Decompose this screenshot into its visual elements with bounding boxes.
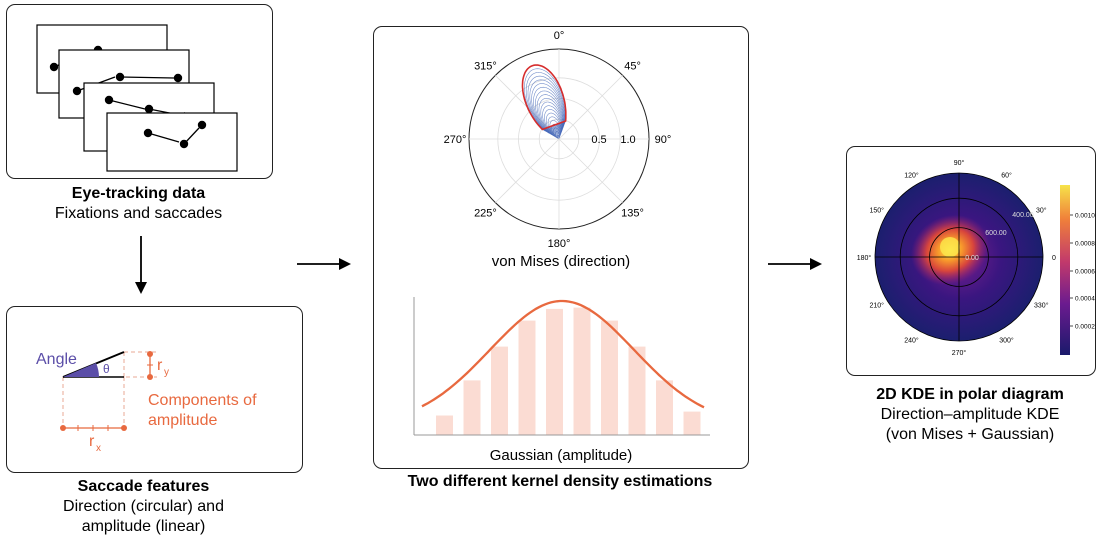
- gaussian-bar: [463, 380, 481, 435]
- kde2d-angle-label: 330°: [1034, 302, 1049, 310]
- scanpath-illustration: [36, 24, 238, 172]
- polar-angle-label: 0°: [554, 30, 565, 42]
- kde2d-radial-label: 600.00: [985, 230, 1007, 237]
- components-label-line1: Components of: [148, 392, 257, 409]
- colorbar-tick-label: 0.0006: [1075, 269, 1095, 276]
- rx-subscript: x: [96, 443, 101, 454]
- eye-tracking-subtitle: Fixations and saccades: [54, 205, 223, 222]
- ry-subscript: y: [164, 367, 169, 378]
- kde2d-angle-label: 150°: [869, 207, 884, 215]
- polar-angle-label: 135°: [621, 208, 644, 220]
- gaussian-bar: [546, 308, 563, 435]
- kde2d-angle-label: 180°: [857, 254, 872, 262]
- saccade-features-subtitle-2: amplitude (linear): [81, 518, 206, 535]
- gaussian-bar: [601, 320, 618, 435]
- eye-tracking-caption: Eye-tracking data Fixations and saccades: [6, 184, 271, 224]
- ry-label: r: [157, 357, 163, 374]
- angle-label: Angle: [36, 351, 77, 368]
- colorbar: [1060, 185, 1070, 355]
- von-mises-density-outline: [521, 64, 567, 131]
- eye-tracking-panel: [6, 4, 273, 179]
- kde2d-angle-label: 270°: [952, 349, 967, 357]
- colorbar-tick-label: 0.0002: [1075, 324, 1095, 331]
- saccade-features-subtitle-1: Direction (circular) and: [63, 498, 224, 515]
- gaussian-bar: [656, 380, 673, 435]
- kde-panel-title: Two different kernel density estimations: [407, 473, 713, 490]
- polar-angle-label: 180°: [548, 238, 571, 250]
- kde2d-caption: 2D KDE in polar diagram Direction–amplit…: [836, 385, 1100, 445]
- gaussian-bar: [628, 346, 646, 435]
- kde2d-angle-label: 60°: [1001, 172, 1012, 180]
- kde2d-angle-label: 120°: [904, 172, 919, 180]
- kde2d-angle-label: 210°: [869, 302, 884, 310]
- kde2d-angle-label: 90°: [954, 159, 965, 167]
- right-arrow-icon-1: [297, 258, 351, 270]
- polar-angle-label: 315°: [474, 60, 497, 72]
- gaussian-plot: [413, 297, 710, 436]
- saccade-features-title: Saccade features: [77, 478, 210, 495]
- colorbar-tick-label: 0.0010: [1075, 213, 1095, 220]
- gaussian-bar: [683, 411, 701, 435]
- theta-label: θ: [103, 362, 110, 376]
- von-mises-polar-plot: 0° 45° 90° 135° 180° 225° 270° 315° 0.5 1.0: [444, 30, 672, 250]
- kde2d-angle-label: 240°: [904, 336, 919, 344]
- kde2d-angle-label: 300°: [999, 336, 1014, 344]
- gaussian-bar: [436, 415, 453, 435]
- polar-angle-label: 225°: [474, 208, 497, 220]
- kde2d-radial-label: 0.00: [965, 255, 979, 262]
- colorbar-tick-label: 0.0008: [1075, 241, 1095, 248]
- kde2d-panel: 90° 60° 30° 0 330° 300° 270° 240° 210° 180° 150° 12…: [846, 146, 1096, 376]
- polar-angle-label: 270°: [444, 134, 467, 146]
- saccade-features-caption: Saccade features Direction (circular) an…: [6, 477, 281, 537]
- gaussian-bar: [491, 346, 508, 435]
- gaussian-curve: [421, 299, 705, 409]
- saccade-features-panel: Angle θ r y r x Components of amplitude: [6, 306, 303, 473]
- kde2d-angle-label: 0: [1052, 255, 1056, 262]
- kde2d-subtitle-2: (von Mises + Gaussian): [885, 426, 1055, 443]
- eye-tracking-title: Eye-tracking data: [71, 185, 206, 202]
- gaussian-bar: [573, 307, 591, 435]
- components-label-line2: amplitude: [148, 412, 217, 429]
- rx-label: r: [89, 433, 95, 450]
- down-arrow-icon: [135, 236, 147, 294]
- kde2d-subtitle-1: Direction–amplitude KDE: [880, 406, 1060, 423]
- polar-angle-label: 45°: [624, 60, 641, 72]
- saccade-geometry: Angle θ r y r x Components of amplitude: [36, 351, 257, 454]
- frame-4: [106, 112, 238, 172]
- von-mises-caption: von Mises (direction): [491, 253, 631, 270]
- kde2d-angle-label: 30°: [1036, 207, 1047, 215]
- kde2d-title: 2D KDE in polar diagram: [876, 386, 1064, 403]
- gaussian-caption: Gaussian (amplitude): [489, 447, 633, 464]
- polar-radial-label: 0.5: [591, 134, 606, 146]
- colorbar-tick-label: 0.0004: [1075, 296, 1095, 303]
- kde2d-radial-label: 400.00: [1012, 212, 1034, 219]
- right-arrow-icon-2: [768, 258, 822, 270]
- kde-panel: 0° 45° 90° 135° 180° 225° 270° 315° 0.5 1.0 von M…: [373, 26, 749, 469]
- kde2d-polar-heatmap: 90° 60° 30° 0 330° 300° 270° 240° 210° 180° 150° 12…: [857, 159, 1096, 357]
- gaussian-bar: [518, 320, 536, 435]
- polar-angle-label: 90°: [655, 134, 672, 146]
- polar-radial-label: 1.0: [620, 134, 635, 146]
